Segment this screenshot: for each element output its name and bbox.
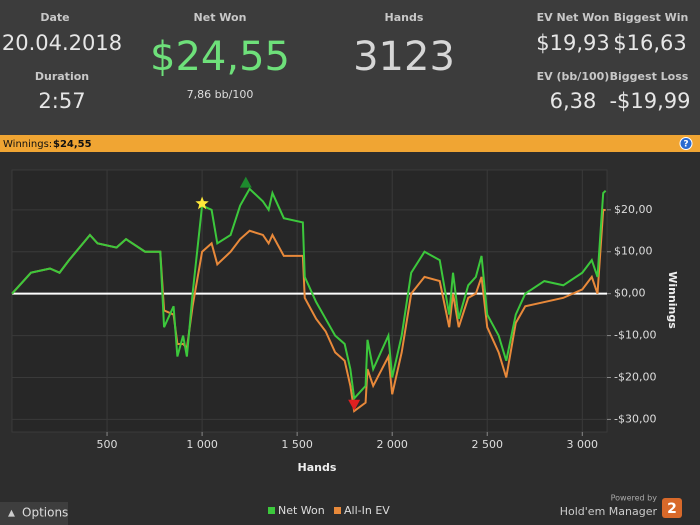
x-tick-label: 1 000 [186, 438, 218, 451]
stat-label: Net Won [194, 11, 247, 24]
series-line [11, 187, 607, 401]
options-label[interactable]: Options [22, 506, 68, 520]
stat-value: -$19,99 [609, 89, 690, 113]
stat-label: Duration [35, 70, 89, 83]
stat-value: 2:57 [38, 89, 85, 113]
y-axis-title: Winnings [666, 271, 679, 329]
stat-label: EV Net Won [537, 11, 610, 24]
y-tick-label: $0,00 [614, 287, 646, 300]
marker [348, 399, 361, 411]
stat-label: Date [40, 11, 69, 24]
stat-value: $24,55 [150, 34, 290, 80]
legend-swatch [268, 507, 275, 514]
stat-value: 6,38 [550, 89, 597, 113]
stat-label: Biggest Win [614, 11, 689, 24]
x-tick-label: 2 000 [376, 438, 408, 451]
legend-swatch [334, 507, 341, 514]
plot-area [11, 169, 608, 433]
banner-value: $24,55 [53, 139, 92, 150]
stat-label: Hands [385, 11, 424, 24]
stat-value: 3123 [353, 34, 455, 80]
stat-value: $16,63 [613, 31, 686, 55]
header-panel [0, 0, 700, 135]
marker [239, 176, 252, 188]
stat-sub: 7,86 bb/100 [187, 88, 254, 101]
stat-value: 20.04.2018 [2, 31, 122, 55]
brand: Hold'em Manager [560, 505, 658, 518]
x-tick-label: 2 500 [471, 438, 503, 451]
y-tick-label: -$20,00 [614, 371, 656, 384]
banner [0, 135, 700, 152]
x-tick-label: 3 000 [567, 438, 599, 451]
help-icon[interactable]: ? [683, 140, 688, 150]
powered-by: Powered by [611, 494, 658, 503]
x-tick-label: 500 [97, 438, 118, 451]
y-tick-label: $10,00 [614, 245, 653, 258]
banner-label: Winnings: [3, 139, 52, 150]
x-axis-title: Hands [298, 461, 337, 474]
legend-label: All-In EV [344, 504, 390, 517]
stat-label: Biggest Loss [610, 70, 689, 83]
y-tick-label: $20,00 [614, 203, 653, 216]
options-arrow[interactable]: ▲ [8, 509, 15, 519]
options-button[interactable] [0, 502, 68, 525]
stat-value: $19,93 [536, 31, 609, 55]
stat-label: EV (bb/100) [537, 70, 610, 83]
brand-badge [662, 498, 682, 518]
legend-label: Net Won [278, 504, 325, 517]
y-tick-label: -$30,00 [614, 412, 656, 425]
brand-version: 2 [667, 501, 677, 517]
marker [195, 196, 209, 210]
y-tick-label: -$10,00 [614, 329, 656, 342]
x-tick-label: 1 500 [281, 438, 313, 451]
help-button[interactable] [679, 137, 693, 150]
